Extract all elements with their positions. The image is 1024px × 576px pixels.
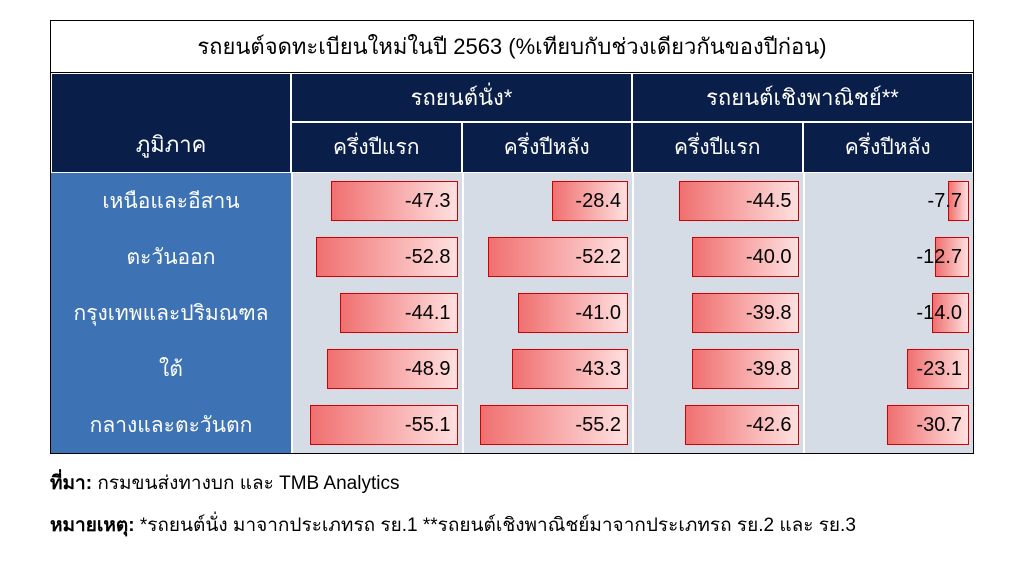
bar-cell: -42.6 [632,397,803,453]
bar-cell: -52.8 [291,229,462,285]
bar-cell: -41.0 [462,285,633,341]
data-bar: -28.4 [552,181,628,221]
row-label: ใต้ [51,341,291,397]
footer-note-label: หมายเหตุ: [50,515,135,536]
header-sub-h2-passenger: ครึ่งปีหลัง [462,122,633,173]
bar-cell: -40.0 [632,229,803,285]
data-bar: -23.1 [907,349,969,389]
bar-cell: -12.7 [803,229,974,285]
data-bar: -55.2 [480,405,628,445]
bar-cell: -28.4 [462,173,633,229]
footer-note-text: *รถยนต์นั่ง มาจากประเภทรถ รย.1 **รถยนต์เ… [135,515,856,536]
data-bar: -41.0 [518,293,628,333]
data-bar: -52.2 [488,237,628,277]
bar-cell: -39.8 [632,341,803,397]
bar-cell: -39.8 [632,285,803,341]
data-bar: -39.8 [692,349,798,389]
data-bar: -52.8 [316,237,457,277]
data-bar: -7.7 [948,181,969,221]
data-bar: -43.3 [512,349,628,389]
data-table: รถยนต์จดทะเบียนใหม่ในปี 2563 (%เทียบกับช… [50,20,974,454]
bar-cell: -44.5 [632,173,803,229]
footer-source-text: กรมขนส่งทางบก และ TMB Analytics [92,473,399,494]
bar-cell: -43.3 [462,341,633,397]
data-bar: -42.6 [685,405,799,445]
table-body: เหนือและอีสาน -47.3 -28.4 -44.5 -7.7 ตะวันออก… [51,173,973,453]
bar-cell: -55.1 [291,397,462,453]
table-title: รถยนต์จดทะเบียนใหม่ในปี 2563 (%เทียบกับช… [51,21,973,73]
bar-cell: -44.1 [291,285,462,341]
data-bar: -12.7 [935,237,969,277]
data-bar: -44.5 [679,181,798,221]
data-bar: -30.7 [887,405,969,445]
footer-source: ที่มา: กรมขนส่งทางบก และ TMB Analytics [50,468,974,498]
row-label: ตะวันออก [51,229,291,285]
bar-cell: -55.2 [462,397,633,453]
header-sub-h1-passenger: ครึ่งปีแรก [291,122,462,173]
data-bar: -55.1 [310,405,457,445]
bar-cell: -14.0 [803,285,974,341]
header-region: ภูมิภาค [51,73,291,173]
bar-cell: -47.3 [291,173,462,229]
data-bar: -48.9 [327,349,458,389]
data-bar: -40.0 [692,237,799,277]
footer-source-label: ที่มา: [50,473,92,494]
bar-cell: -52.2 [462,229,633,285]
data-bar: -44.1 [340,293,458,333]
bar-cell: -30.7 [803,397,974,453]
data-bar: -47.3 [331,181,458,221]
header-sub-h1-commercial: ครึ่งปีแรก [632,122,803,173]
row-label: กรุงเทพและปริมณฑล [51,285,291,341]
header-group-passenger: รถยนต์นั่ง* [291,73,632,122]
table-footer: ที่มา: กรมขนส่งทางบก และ TMB Analytics ห… [50,468,974,540]
footer-note: หมายเหตุ: *รถยนต์นั่ง มาจากประเภทรถ รย.1… [50,510,974,540]
row-label: เหนือและอีสาน [51,173,291,229]
header-group-commercial: รถยนต์เชิงพาณิชย์** [632,73,973,122]
table-header: ภูมิภาค รถยนต์นั่ง* รถยนต์เชิงพาณิชย์** … [51,73,973,173]
bar-cell: -7.7 [803,173,974,229]
data-bar: -14.0 [932,293,969,333]
row-label: กลางและตะวันตก [51,397,291,453]
bar-cell: -48.9 [291,341,462,397]
bar-cell: -23.1 [803,341,974,397]
header-sub-h2-commercial: ครึ่งปีหลัง [803,122,974,173]
data-bar: -39.8 [692,293,798,333]
